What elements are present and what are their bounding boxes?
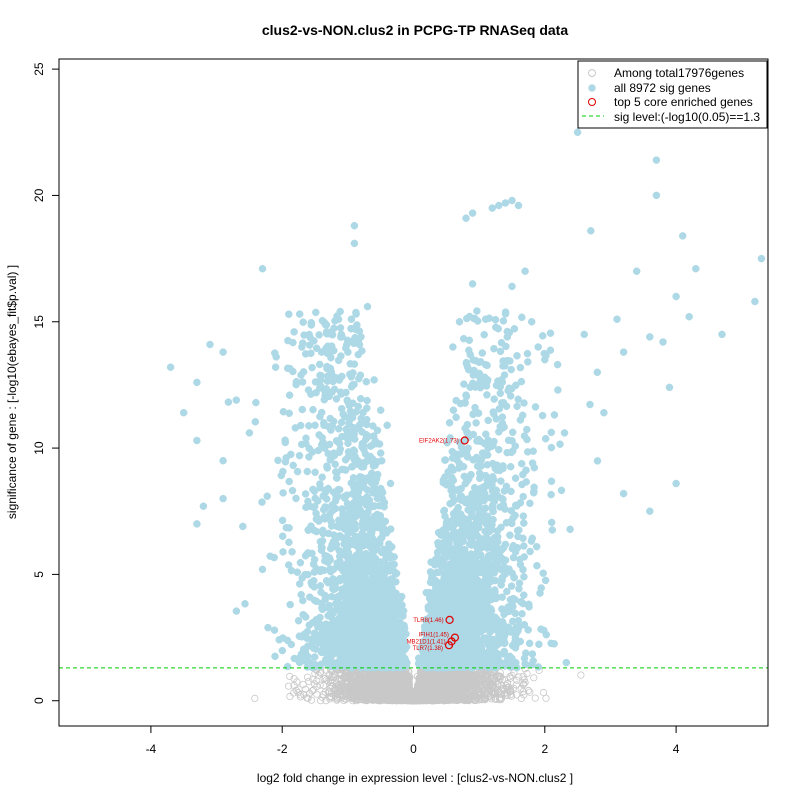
point-sig <box>539 569 547 577</box>
point-nonsig <box>577 671 585 679</box>
point-nonsig <box>542 694 550 702</box>
point-nonsig <box>286 692 294 701</box>
point-nonsig <box>526 688 534 696</box>
point-sig <box>531 403 540 411</box>
point-sig <box>506 462 515 471</box>
point-sig <box>301 490 310 498</box>
point-nonsig <box>530 674 538 682</box>
point-sig <box>449 406 458 414</box>
chart-title: clus2-vs-NON.clus2 in PCPG-TP RNASeq dat… <box>262 22 568 38</box>
point-nonsig <box>531 694 539 702</box>
point-sig <box>294 616 303 625</box>
points-layer <box>166 128 766 705</box>
point-sig <box>363 396 371 405</box>
point-nonsig <box>304 694 312 702</box>
point-nonsig <box>313 690 321 698</box>
point-nonsig <box>251 694 259 703</box>
point-nonsig <box>524 686 533 695</box>
point-nonsig <box>303 673 312 681</box>
